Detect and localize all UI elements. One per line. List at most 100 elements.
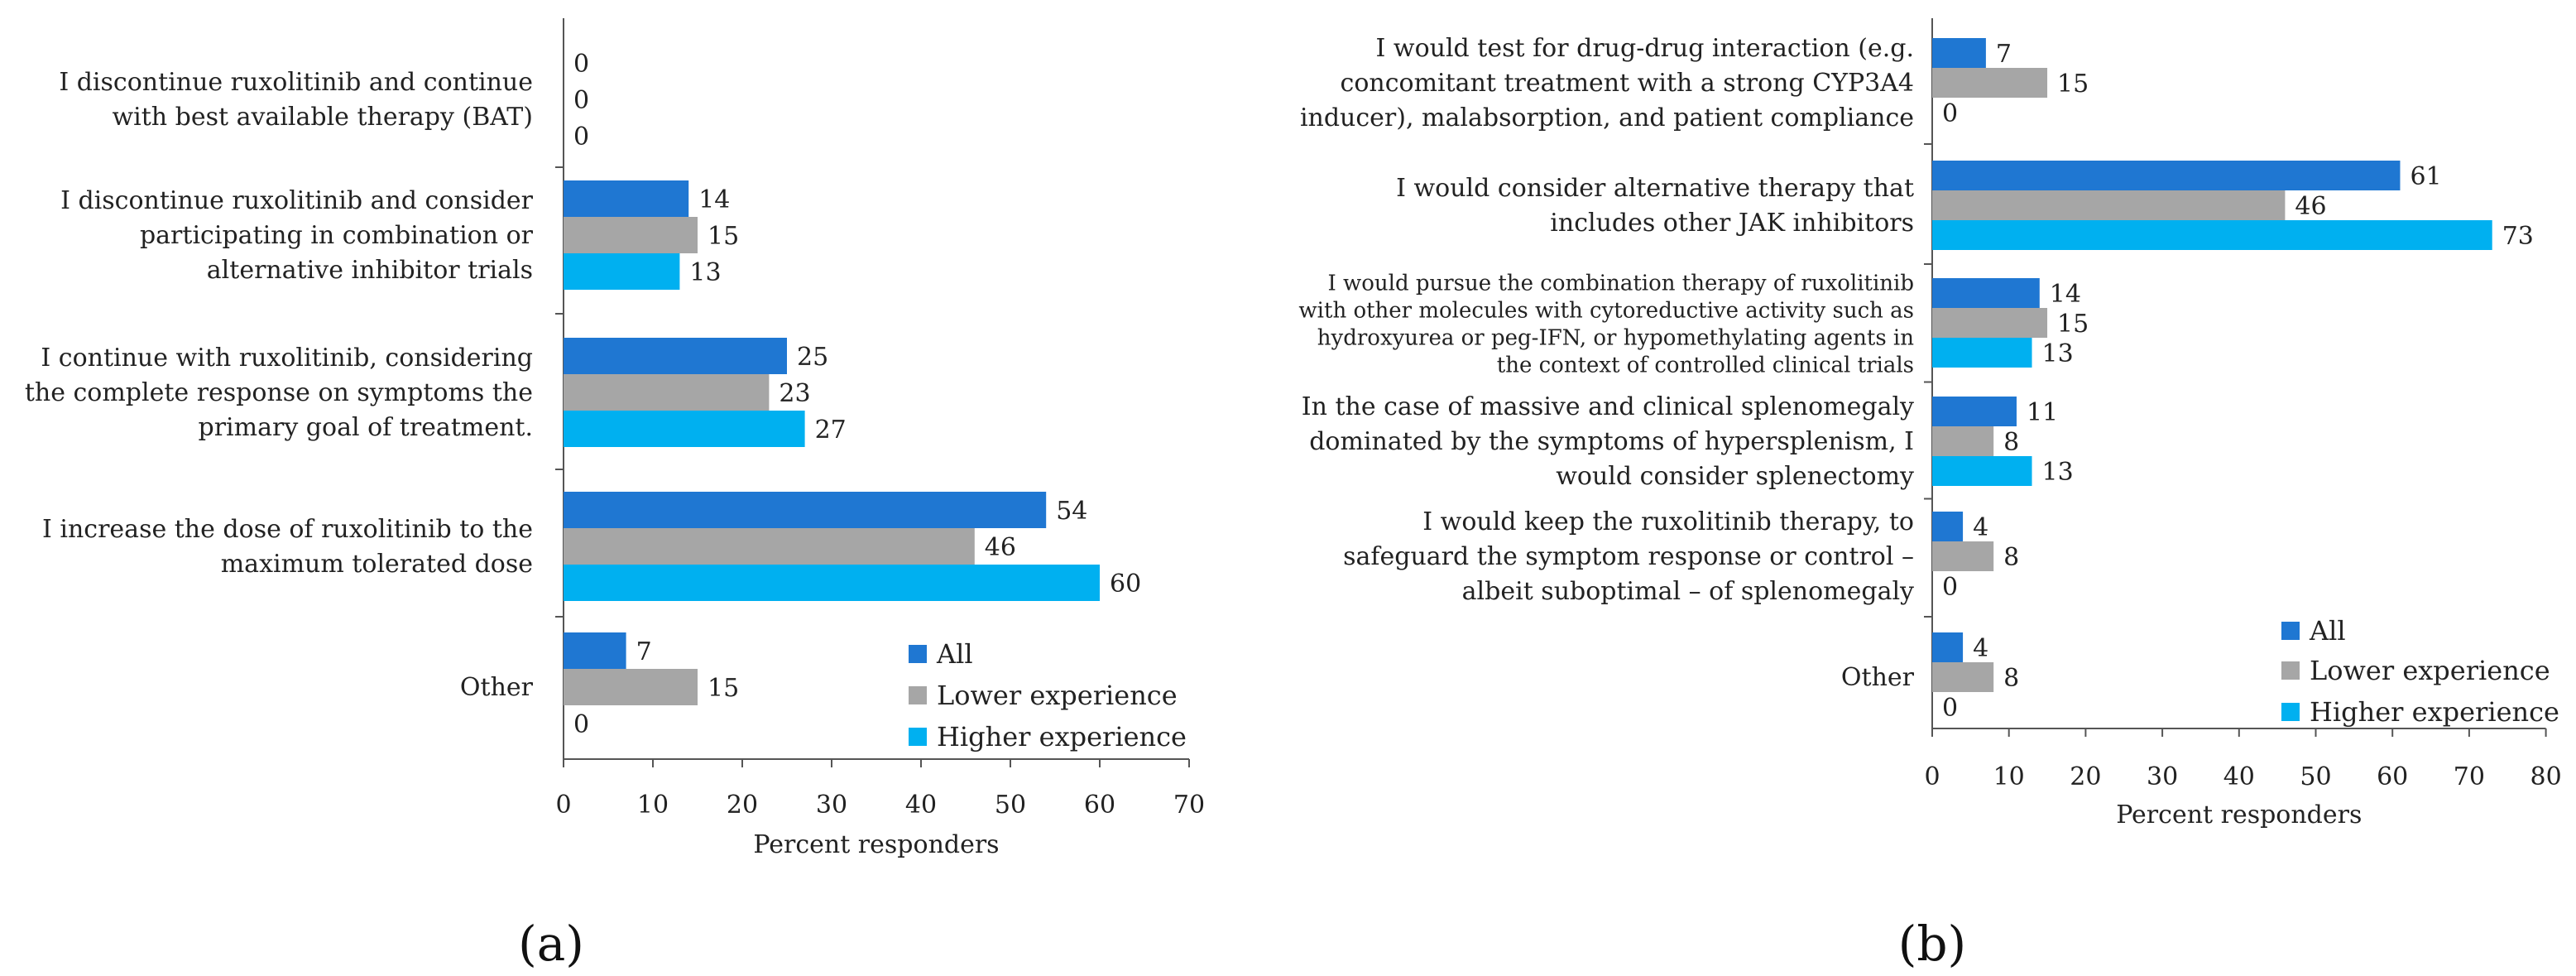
bar-all — [1932, 512, 1964, 541]
bar-all — [564, 180, 689, 217]
legend-label: All — [2309, 615, 2346, 647]
data-label: 11 — [2027, 398, 2058, 427]
x-axis-title: Percent responders — [753, 830, 999, 859]
bar-lower-experience — [1932, 68, 2048, 98]
category-label: the complete response on symptoms the — [25, 378, 533, 407]
bar-lower-experience — [564, 669, 698, 705]
data-label: 15 — [708, 222, 739, 251]
legend-swatch — [909, 728, 927, 746]
bar-lower-experience — [1932, 426, 1994, 456]
x-tick-label: 60 — [1084, 791, 1115, 820]
category-label: with best available therapy (BAT) — [112, 103, 533, 132]
data-label: 0 — [1942, 573, 1958, 602]
category-label: I continue with ruxolitinib, considering — [41, 344, 533, 373]
data-label: 13 — [2042, 339, 2074, 368]
category-label: Other — [1841, 663, 1915, 692]
x-tick-label: 0 — [555, 791, 571, 820]
x-tick-label: 20 — [2070, 762, 2101, 791]
legend-swatch — [909, 645, 927, 663]
data-label: 0 — [573, 123, 589, 151]
x-tick-label: 70 — [2454, 762, 2485, 791]
data-label: 61 — [2410, 162, 2441, 191]
category-label: I discontinue ruxolitinib and continue — [59, 68, 533, 97]
category-label: I increase the dose of ruxolitinib to th… — [42, 515, 533, 544]
bar-lower-experience — [1932, 541, 1994, 571]
bar-all — [1932, 397, 2017, 426]
data-label: 73 — [2502, 222, 2534, 251]
data-label: 0 — [1942, 694, 1958, 723]
x-tick-label: 50 — [995, 791, 1026, 820]
data-label: 25 — [797, 343, 828, 372]
x-axis-title: Percent responders — [2116, 801, 2362, 829]
data-label: 46 — [985, 533, 1016, 562]
legend-swatch — [2281, 622, 2300, 640]
legend-swatch — [909, 686, 927, 704]
x-tick-label: 10 — [1993, 762, 2025, 791]
data-label: 8 — [2003, 428, 2019, 457]
data-label: 13 — [689, 258, 721, 287]
category-label: albeit suboptimal – of splenomegaly — [1462, 577, 1914, 606]
bar-all — [564, 492, 1047, 528]
category-label: I would keep the ruxolitinib therapy, to — [1422, 507, 1914, 536]
data-label: 54 — [1056, 497, 1087, 526]
category-label: I would pursue the combination therapy o… — [1327, 272, 1914, 296]
bar-higher-experience — [1932, 456, 2032, 486]
data-label: 0 — [573, 710, 589, 739]
data-label: 15 — [2057, 70, 2089, 99]
data-label: 46 — [2295, 192, 2326, 221]
x-tick-label: 40 — [905, 791, 937, 820]
panel-label: (a) — [518, 916, 584, 972]
data-label: 15 — [2057, 310, 2089, 339]
data-label: 14 — [2050, 280, 2081, 309]
data-label: 27 — [815, 416, 847, 445]
bar-lower-experience — [564, 217, 698, 253]
legend-swatch — [2281, 661, 2300, 680]
category-label: concomitant treatment with a strong CYP3… — [1341, 69, 1914, 98]
data-label: 14 — [698, 185, 730, 214]
category-label: dominated by the symptoms of hyperspleni… — [1309, 427, 1914, 456]
category-label: Other — [460, 673, 534, 702]
data-label: 4 — [1973, 513, 1988, 542]
bar-lower-experience — [1932, 308, 2048, 338]
bar-all — [1932, 632, 1964, 662]
category-label: In the case of massive and clinical sple… — [1302, 392, 1914, 421]
data-label: 15 — [708, 674, 739, 703]
legend-label: All — [936, 638, 973, 670]
data-label: 0 — [573, 86, 589, 115]
category-label: I discontinue ruxolitinib and consider — [60, 186, 534, 215]
bar-all — [564, 632, 626, 669]
bar-lower-experience — [1932, 662, 1994, 692]
x-tick-label: 60 — [2377, 762, 2408, 791]
bar-higher-experience — [564, 253, 680, 290]
bar-higher-experience — [1932, 338, 2032, 368]
category-label: the context of controlled clinical trial… — [1497, 353, 1914, 378]
category-label: includes other JAK inhibitors — [1550, 209, 1914, 238]
x-tick-label: 70 — [1173, 791, 1205, 820]
x-tick-label: 10 — [637, 791, 669, 820]
data-label: 7 — [1996, 40, 2012, 69]
category-label: I would test for drug-drug interaction (… — [1376, 34, 1915, 63]
category-label: I would consider alternative therapy tha… — [1396, 174, 1914, 203]
bar-all — [1932, 38, 1986, 68]
bar-all — [564, 338, 787, 374]
bar-all — [1932, 278, 2040, 308]
legend-label: Higher experience — [2310, 696, 2559, 728]
x-tick-label: 0 — [1924, 762, 1940, 791]
category-label: primary goal of treatment. — [199, 413, 534, 442]
bar-higher-experience — [564, 411, 805, 447]
bar-lower-experience — [564, 528, 975, 565]
legend-label: Higher experience — [937, 721, 1187, 752]
data-label: 0 — [1942, 99, 1958, 128]
data-label: 23 — [779, 379, 810, 408]
x-tick-label: 40 — [2223, 762, 2255, 791]
bar-all — [1932, 161, 2401, 190]
category-label: alternative inhibitor trials — [207, 256, 533, 285]
category-label: with other molecules with cytoreductive … — [1298, 299, 1914, 324]
data-label: 8 — [2003, 664, 2019, 693]
x-tick-label: 20 — [727, 791, 758, 820]
data-label: 13 — [2042, 458, 2074, 487]
category-label: hydroxyurea or peg-IFN, or hypomethylati… — [1317, 326, 1914, 351]
x-tick-label: 50 — [2300, 762, 2331, 791]
